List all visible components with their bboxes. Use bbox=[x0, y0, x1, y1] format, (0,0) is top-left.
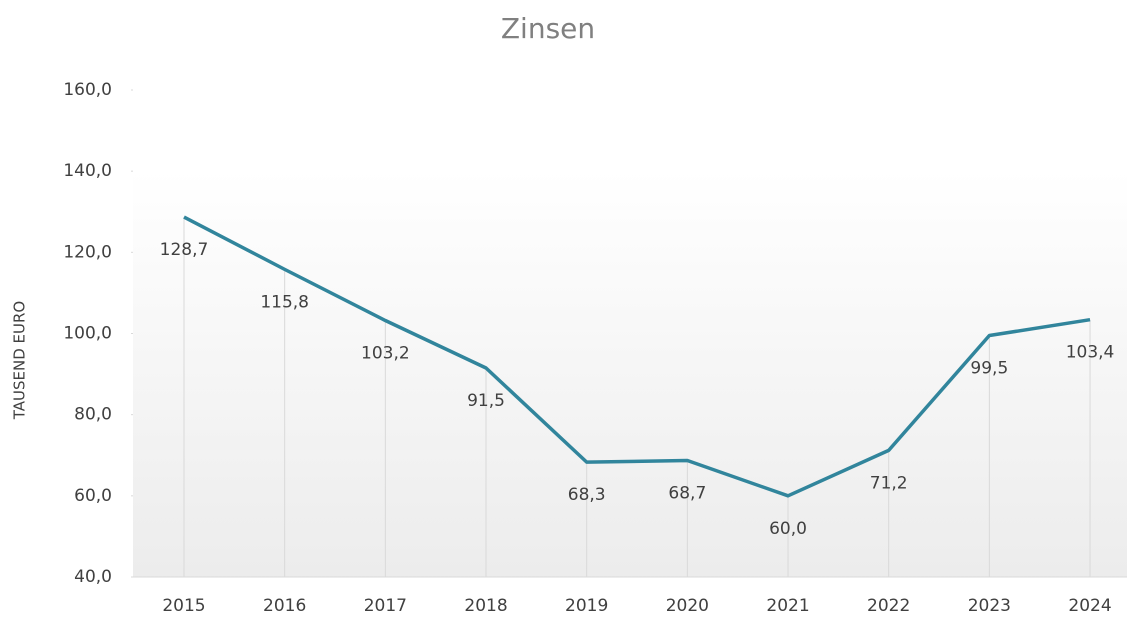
y-tick-label: 80,0 bbox=[74, 405, 112, 425]
x-tick-label: 2022 bbox=[867, 596, 910, 616]
y-tick-label: 40,0 bbox=[74, 567, 112, 587]
data-label: 99,5 bbox=[970, 359, 1008, 379]
line-series bbox=[183, 215, 1091, 498]
x-tick-label: 2017 bbox=[364, 596, 407, 616]
x-tick-label: 2016 bbox=[263, 596, 306, 616]
y-tick-label: 60,0 bbox=[74, 486, 112, 506]
data-label: 103,2 bbox=[361, 344, 410, 364]
x-tick-label: 2018 bbox=[464, 596, 507, 616]
data-label: 128,7 bbox=[160, 240, 209, 260]
data-label: 103,4 bbox=[1066, 343, 1115, 363]
x-tick-label: 2021 bbox=[766, 596, 809, 616]
y-tick-label: 100,0 bbox=[63, 324, 112, 344]
x-tick-label: 2023 bbox=[968, 596, 1011, 616]
x-tick-label: 2019 bbox=[565, 596, 608, 616]
data-label: 71,2 bbox=[870, 473, 908, 493]
plot-background bbox=[133, 170, 1127, 577]
chart-title: Zinsen bbox=[501, 12, 595, 45]
data-label: 68,3 bbox=[568, 485, 606, 505]
x-tick-label: 2024 bbox=[1068, 596, 1111, 616]
x-tick-label: 2015 bbox=[162, 596, 205, 616]
data-label: 115,8 bbox=[260, 292, 309, 312]
x-tick-label: 2020 bbox=[666, 596, 709, 616]
data-label: 68,7 bbox=[668, 484, 706, 504]
data-label: 60,0 bbox=[769, 519, 807, 539]
y-axis-label: TAUSEND EURO bbox=[11, 301, 29, 420]
y-tick-label: 140,0 bbox=[63, 161, 112, 181]
y-tick-label: 120,0 bbox=[63, 242, 112, 262]
data-label: 91,5 bbox=[467, 391, 505, 411]
y-tick-label: 160,0 bbox=[63, 80, 112, 100]
